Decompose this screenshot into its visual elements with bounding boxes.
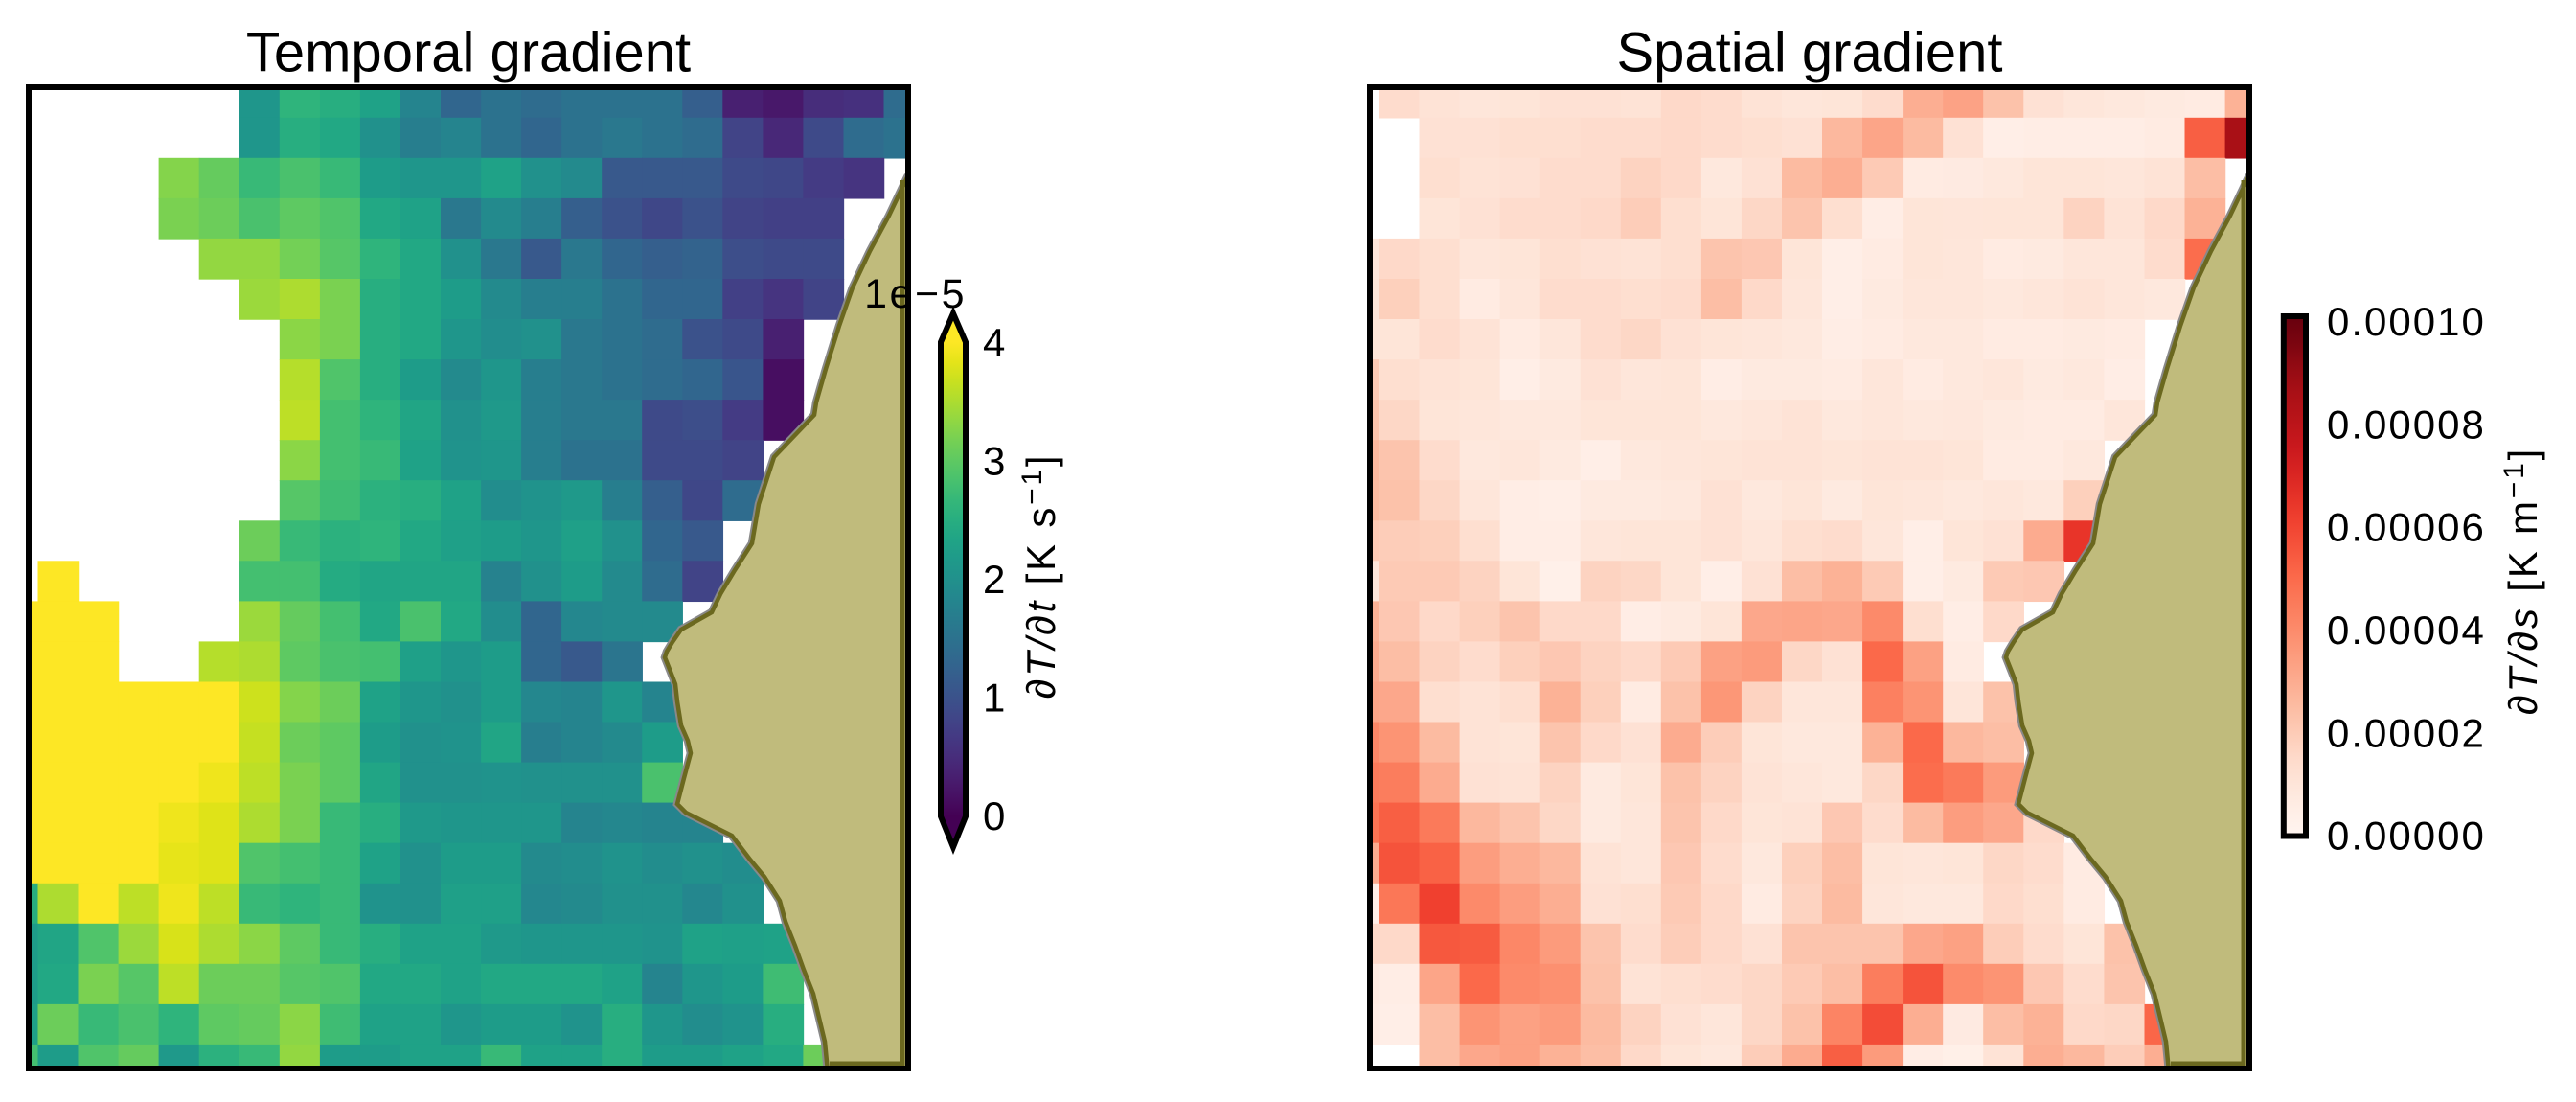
- svg-text:3: 3: [983, 439, 1005, 484]
- svg-text:0.00010: 0.00010: [2327, 299, 2486, 344]
- svg-text:0.00006: 0.00006: [2327, 505, 2486, 550]
- svg-text:0: 0: [983, 793, 1005, 838]
- svg-text:0.00000: 0.00000: [2327, 814, 2486, 859]
- svg-text:Temporal gradient: Temporal gradient: [246, 22, 691, 84]
- svg-text:4: 4: [983, 320, 1005, 365]
- svg-text:∂T/∂t [K s−1]: ∂T/∂t [K s−1]: [1016, 453, 1063, 700]
- svg-text:∂T/∂s [K m−1]: ∂T/∂s [K m−1]: [2498, 447, 2545, 715]
- svg-text:0.00008: 0.00008: [2327, 402, 2486, 447]
- svg-text:2: 2: [983, 557, 1005, 602]
- svg-text:Spatial gradient: Spatial gradient: [1616, 22, 2002, 84]
- svg-text:0.00002: 0.00002: [2327, 710, 2486, 755]
- svg-text:1e−5: 1e−5: [864, 271, 967, 317]
- svg-text:0.00004: 0.00004: [2327, 608, 2486, 653]
- svg-text:1: 1: [983, 676, 1005, 721]
